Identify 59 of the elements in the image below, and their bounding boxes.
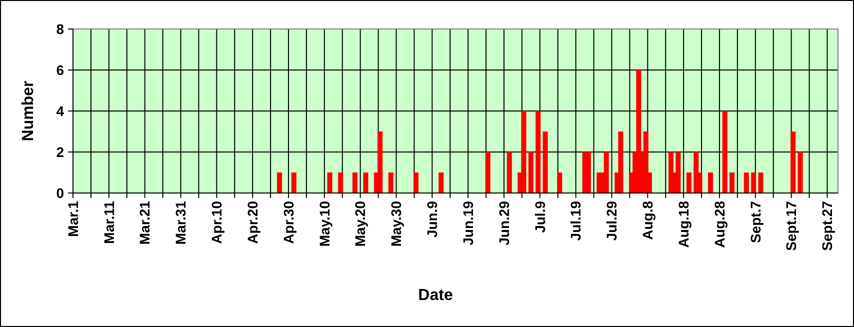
x-tick-label: Apr.30 [280,200,296,244]
bar [751,172,756,193]
bar [536,111,541,193]
x-axis-title: Date [418,287,453,304]
bar [618,132,624,193]
x-tick-label: Jul.9 [532,200,548,233]
bar [277,172,282,193]
x-tick-label: Aug.28 [711,200,728,248]
bar [413,172,419,193]
bar [521,111,526,193]
x-tick-label: Mar.21 [136,200,153,245]
bar [291,172,296,193]
bar [327,172,332,193]
y-tick-label: 0 [56,184,64,201]
x-tick-label: Jul.29 [604,200,620,241]
y-tick-label: 6 [56,62,64,78]
x-tick-label: Mar.1 [64,200,81,237]
x-tick-label: Sept.7 [747,200,764,244]
x-tick-label: Sept.27 [819,200,836,251]
bar [708,172,714,193]
bar [686,172,692,193]
bar [758,172,764,193]
x-tick-label: Jul.19 [568,200,584,241]
y-tick-label: 8 [56,20,64,37]
x-tick-label: Mar.11 [100,200,117,244]
bar [798,152,803,193]
x-tick-label: Jun.9 [424,200,440,238]
bar [557,172,562,193]
bar [542,132,548,193]
x-tick-label: May.20 [352,200,368,247]
x-tick-label: Aug.18 [675,200,692,248]
x-tick-label: Jun.29 [496,200,512,246]
y-tick-label: 4 [56,102,64,119]
bar [722,111,728,193]
x-tick-label: Mar.31 [172,200,189,245]
bar [378,132,383,193]
x-tick-label: May.10 [316,200,332,247]
bar [363,172,368,193]
x-tick-label: Apr.20 [244,200,260,244]
x-tick-label: May.30 [388,200,404,247]
bar [744,172,749,193]
x-tick-label: Jun.19 [460,200,476,246]
bar [352,172,358,193]
bar [438,172,444,193]
bar [528,152,534,193]
bar [790,132,796,193]
bar [338,172,344,193]
bar [604,152,609,193]
bar [485,152,490,193]
bar [730,172,735,193]
bar [586,152,591,193]
x-tick-label: Aug.8 [640,200,656,240]
x-tick-label: Apr.10 [208,200,225,244]
bar [676,152,681,193]
x-tick-label: Sept.17 [783,200,800,251]
bar [506,152,512,193]
y-tick-label: 2 [56,144,64,160]
y-axis-title: Number [20,80,37,142]
bar [388,172,394,193]
